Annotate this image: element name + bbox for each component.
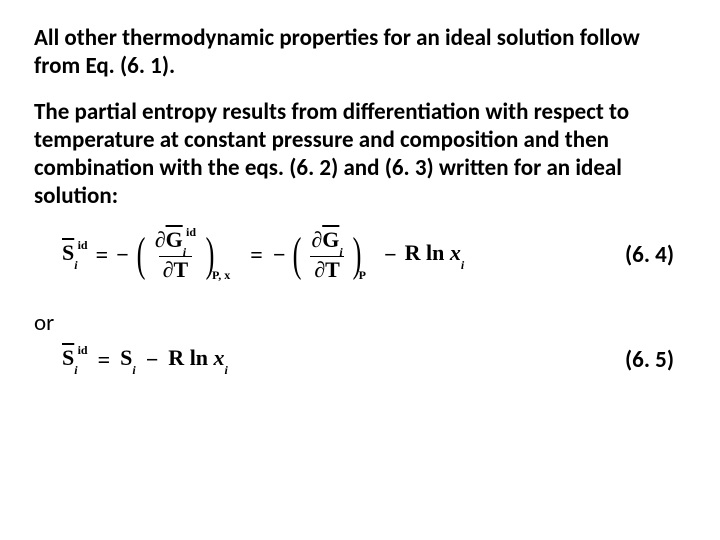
partial-2: ∂ <box>163 257 174 282</box>
s-3: S <box>120 345 132 370</box>
equation-6-4-row: Siid = − ( ∂Giid ∂T ) P, x = − <box>34 228 686 281</box>
r-2: R <box>168 345 184 370</box>
equation-6-4: Siid = − ( ∂Giid ∂T ) P, x = − <box>34 228 464 281</box>
partial-4: ∂ <box>314 257 325 282</box>
s-2: S <box>62 345 74 370</box>
sup-id-2: id <box>186 225 196 239</box>
s-bar-i-id-2: Siid <box>62 345 88 374</box>
derivation-paragraph: The partial entropy results from differe… <box>34 98 686 210</box>
s-bar-i-id: Siid <box>62 240 88 269</box>
sub-i-3: i <box>339 245 342 259</box>
sub-i-2: i <box>183 245 186 259</box>
equals-1: = <box>96 242 109 268</box>
paren-group-1: ( ∂Giid ∂T ) P, x <box>133 228 237 281</box>
minus-4: − <box>146 347 159 373</box>
minus-3: − <box>384 242 397 268</box>
t-2: T <box>325 257 340 282</box>
paren-group-2: ( ∂Gi ∂T ) P <box>289 228 372 281</box>
sub-i-4: i <box>461 258 464 272</box>
equation-6-5-row: Siid = Si − R ln xi (6. 5) <box>34 345 686 374</box>
t-1: T <box>173 257 188 282</box>
fraction-1: ∂Giid ∂T <box>151 228 200 281</box>
g-1: G <box>166 227 183 252</box>
r-lnx-2: R ln xi <box>168 345 228 374</box>
ln-1: ln <box>426 240 444 265</box>
ln-2: ln <box>190 345 208 370</box>
x-1: x <box>450 240 461 265</box>
paren-sub-px: P, x <box>212 268 230 283</box>
sub-i-5: i <box>74 363 77 377</box>
x-2: x <box>214 345 225 370</box>
equals-3: = <box>98 347 111 373</box>
sub-i-6: i <box>132 363 135 377</box>
g-2: G <box>322 227 339 252</box>
s-i: Si <box>120 345 136 374</box>
sym-s: S <box>62 240 74 265</box>
sub-i: i <box>74 258 77 272</box>
equation-6-5: Siid = Si − R ln xi <box>34 345 228 374</box>
equals-2: = <box>250 242 263 268</box>
equation-number-6-5: (6. 5) <box>625 346 686 374</box>
partial-1: ∂ <box>155 227 166 252</box>
intro-paragraph: All other thermodynamic properties for a… <box>34 24 686 80</box>
minus-1: − <box>116 242 129 268</box>
minus-2: − <box>273 242 286 268</box>
equation-number-6-4: (6. 4) <box>625 241 686 269</box>
paren-sub-p: P <box>359 268 366 283</box>
sup-id: id <box>78 238 88 252</box>
r-lnx-1: R ln xi <box>405 240 465 269</box>
sub-i-7: i <box>225 363 228 377</box>
fraction-2: ∂Gi ∂T <box>307 228 346 281</box>
partial-3: ∂ <box>311 227 322 252</box>
sup-id-3: id <box>78 343 88 357</box>
or-label: or <box>34 309 686 337</box>
r-1: R <box>405 240 421 265</box>
